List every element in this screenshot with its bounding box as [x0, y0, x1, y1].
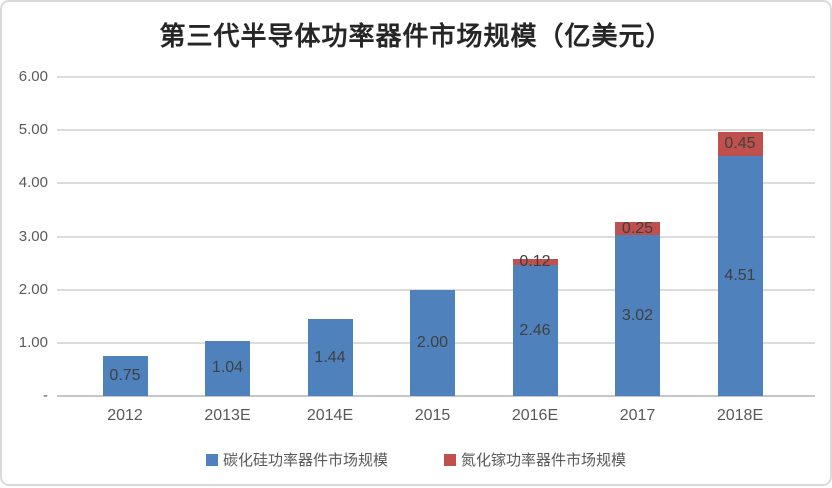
value-label: 0.45: [724, 135, 756, 153]
y-axis-tick-label: 5.00: [18, 121, 48, 139]
bar-segment-series1: [205, 340, 250, 396]
legend-label: 氮化镓功率器件市场规模: [461, 452, 627, 469]
x-axis-tick-label: 2013E: [204, 407, 251, 424]
bar-segment-series1: [307, 319, 353, 396]
bar-segment-series2: [512, 258, 558, 266]
value-label: 2.00: [416, 333, 449, 351]
legend-swatch-icon: [444, 453, 456, 466]
bar-segment-series1: [512, 265, 558, 396]
value-label: 3.02: [621, 306, 654, 324]
bar-segment-series1: [717, 156, 763, 396]
bar-segment-series1: [102, 356, 148, 396]
gridline: [57, 182, 815, 185]
chart-title: 第三代半导体功率器件市场规模（亿美元）: [159, 22, 673, 51]
legend-item-series2: 氮化镓功率器件市场规模: [444, 449, 626, 470]
x-axis-tick-label: 2018E: [716, 407, 764, 424]
legend-label: 碳化硅功率器件市场规模: [222, 452, 388, 469]
x-axis-tick-label: 2014E: [306, 407, 354, 424]
value-label: 1.04: [211, 359, 244, 377]
gridline: [57, 76, 815, 78]
x-axis-tick-label: 2015: [414, 407, 451, 424]
value-label: 1.44: [314, 348, 346, 366]
bar-segment-series1: [410, 289, 455, 396]
value-label: 0.25: [621, 219, 654, 237]
y-axis-tick-label: 4.00: [18, 174, 48, 192]
x-axis-tick-label: 2012: [107, 407, 143, 424]
x-axis-tick-label: 2017: [619, 407, 656, 424]
legend: 碳化硅功率器件市场规模 氮化镓功率器件市场规模: [2, 449, 830, 470]
x-axis-line: [57, 395, 815, 397]
y-axis-tick-label: -: [43, 387, 48, 404]
bar-segment-series1: [615, 235, 660, 396]
value-label: 0.12: [519, 253, 551, 271]
bar-segment-series2: [615, 222, 660, 236]
bar-segment-series2: [717, 132, 763, 157]
y-axis-tick-label: 3.00: [18, 227, 48, 245]
value-label: 4.51: [724, 267, 756, 285]
value-label: 2.46: [519, 321, 551, 339]
legend-item-series1: 碳化硅功率器件市场规模: [205, 449, 388, 470]
y-axis-tick-label: 1.00: [18, 333, 48, 351]
value-label: 0.75: [109, 367, 141, 385]
x-axis-tick-label: 2016E: [511, 407, 559, 424]
gridline: [57, 235, 815, 238]
y-axis-tick-label: 2.00: [18, 280, 48, 298]
legend-swatch-icon: [205, 453, 218, 466]
y-axis-tick-label: 6.00: [18, 68, 48, 85]
gridline: [57, 129, 815, 132]
